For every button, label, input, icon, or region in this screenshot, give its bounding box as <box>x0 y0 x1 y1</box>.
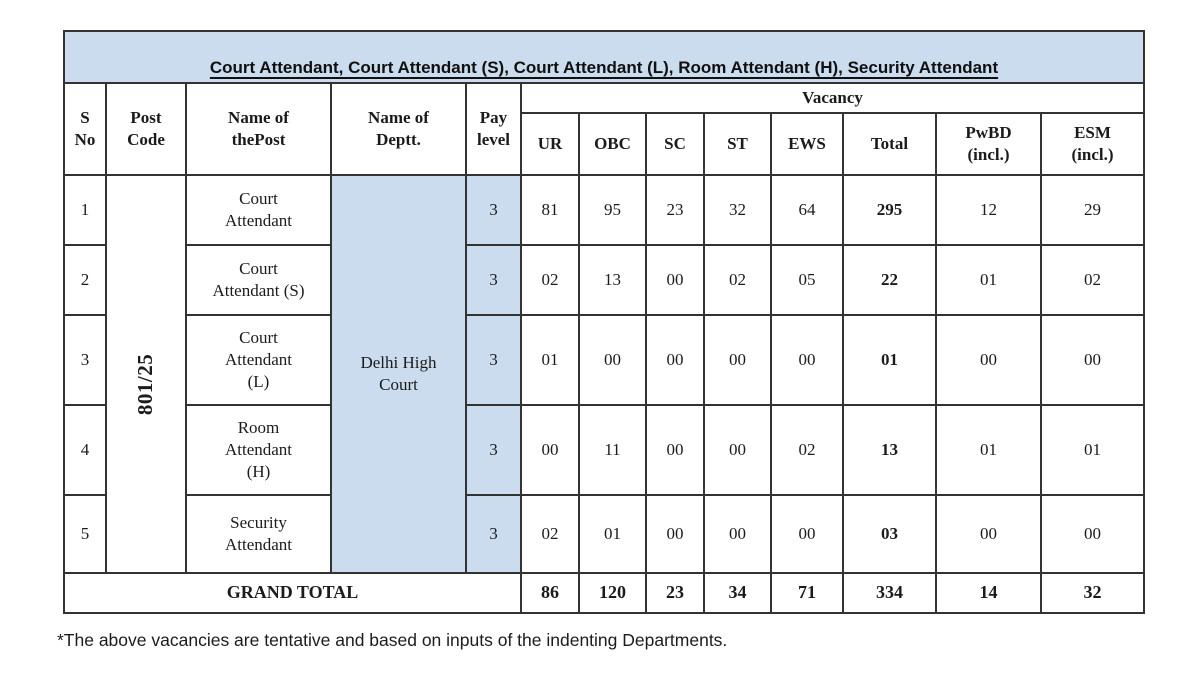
cell-r2-obc: 13 <box>578 244 647 316</box>
cell-r3-obc: 00 <box>578 314 647 406</box>
cell-r5-sc: 00 <box>645 494 705 574</box>
table-row: 1 801/25 Court Attendant Delhi High Cour… <box>63 174 1145 574</box>
cell-r3-ews: 00 <box>770 314 844 406</box>
cell-r1-post-name: Court Attendant <box>185 174 332 246</box>
cell-r2-pay: 3 <box>465 244 522 316</box>
table-row: 2 Court Attendant (S) 3 02 13 00 02 05 2… <box>63 244 1145 316</box>
col-header-pay-level: Pay level <box>465 82 522 176</box>
grand-total-total: 334 <box>842 572 937 614</box>
grand-total-sc: 23 <box>645 572 705 614</box>
cell-r3-s-no: 3 <box>63 314 107 406</box>
cell-r4-pwbd: 01 <box>935 404 1042 496</box>
cell-r1-obc: 95 <box>578 174 647 246</box>
cell-r1-s-no: 1 <box>63 174 107 246</box>
table-row: 4 Room Attendant (H) 3 00 11 00 00 02 13… <box>63 404 1145 496</box>
cell-r2-esm: 02 <box>1040 244 1145 316</box>
cell-r2-s-no: 2 <box>63 244 107 316</box>
cell-r1-pay: 3 <box>465 174 522 246</box>
col-header-s-no: S No <box>63 82 107 176</box>
cell-r2-post-name: Court Attendant (S) <box>185 244 332 316</box>
cell-r4-st: 00 <box>703 404 772 496</box>
table-row: 3 Court Attendant (L) 3 01 00 00 00 00 0… <box>63 314 1145 406</box>
cell-r4-sc: 00 <box>645 404 705 496</box>
grand-total-row: GRAND TOTAL 86 120 23 34 71 334 14 32 <box>63 572 1145 614</box>
cell-r3-pay: 3 <box>465 314 522 406</box>
cell-r3-ur: 01 <box>520 314 580 406</box>
cell-r5-ur: 02 <box>520 494 580 574</box>
col-header-total: Total <box>842 112 937 176</box>
col-header-sc: SC <box>645 112 705 176</box>
col-header-dept-name: Name of Deptt. <box>330 82 467 176</box>
table-title-band: Court Attendant, Court Attendant (S), Co… <box>63 30 1145 84</box>
cell-post-code: 801/25 <box>105 174 187 574</box>
cell-r3-total: 01 <box>842 314 937 406</box>
cell-r5-st: 00 <box>703 494 772 574</box>
post-code-value: 801/25 <box>133 354 158 416</box>
cell-dept-name: Delhi High Court <box>330 174 467 574</box>
cell-r1-ews: 64 <box>770 174 844 246</box>
cell-r4-pay: 3 <box>465 404 522 496</box>
grand-total-ews: 71 <box>770 572 844 614</box>
col-header-obc: OBC <box>578 112 647 176</box>
cell-r3-sc: 00 <box>645 314 705 406</box>
cell-r5-s-no: 5 <box>63 494 107 574</box>
cell-r4-total: 13 <box>842 404 937 496</box>
cell-r5-pwbd: 00 <box>935 494 1042 574</box>
cell-r5-total: 03 <box>842 494 937 574</box>
cell-r2-st: 02 <box>703 244 772 316</box>
cell-r2-pwbd: 01 <box>935 244 1042 316</box>
grand-total-obc: 120 <box>578 572 647 614</box>
cell-r1-sc: 23 <box>645 174 705 246</box>
cell-r5-pay: 3 <box>465 494 522 574</box>
grand-total-st: 34 <box>703 572 772 614</box>
document-page: Court Attendant, Court Attendant (S), Co… <box>57 30 1145 651</box>
cell-r1-esm: 29 <box>1040 174 1145 246</box>
col-header-ur: UR <box>520 112 580 176</box>
table-title: Court Attendant, Court Attendant (S), Co… <box>209 58 999 77</box>
cell-r5-obc: 01 <box>578 494 647 574</box>
cell-r5-ews: 00 <box>770 494 844 574</box>
cell-r1-ur: 81 <box>520 174 580 246</box>
cell-r4-post-name: Room Attendant (H) <box>185 404 332 496</box>
col-header-post-name: Name of thePost <box>185 82 332 176</box>
grand-total-esm: 32 <box>1040 572 1145 614</box>
cell-r3-st: 00 <box>703 314 772 406</box>
col-header-esm: ESM (incl.) <box>1040 112 1145 176</box>
cell-r2-total: 22 <box>842 244 937 316</box>
cell-r4-s-no: 4 <box>63 404 107 496</box>
cell-r1-st: 32 <box>703 174 772 246</box>
col-header-ews: EWS <box>770 112 844 176</box>
table-row: 5 Security Attendant 3 02 01 00 00 00 03… <box>63 494 1145 574</box>
cell-r2-ews: 05 <box>770 244 844 316</box>
cell-r4-esm: 01 <box>1040 404 1145 496</box>
cell-r4-ur: 00 <box>520 404 580 496</box>
footnote: *The above vacancies are tentative and b… <box>57 630 728 650</box>
cell-r3-post-name: Court Attendant (L) <box>185 314 332 406</box>
cell-r3-esm: 00 <box>1040 314 1145 406</box>
cell-r4-ews: 02 <box>770 404 844 496</box>
cell-r2-ur: 02 <box>520 244 580 316</box>
cell-r5-esm: 00 <box>1040 494 1145 574</box>
vacancy-table: Court Attendant, Court Attendant (S), Co… <box>63 30 1145 614</box>
cell-r1-total: 295 <box>842 174 937 246</box>
grand-total-label: GRAND TOTAL <box>63 572 522 614</box>
col-header-vacancy: Vacancy <box>520 82 1145 114</box>
col-header-post-code: Post Code <box>105 82 187 176</box>
cell-r3-pwbd: 00 <box>935 314 1042 406</box>
cell-r2-sc: 00 <box>645 244 705 316</box>
col-header-pwbd: PwBD (incl.) <box>935 112 1042 176</box>
grand-total-pwbd: 14 <box>935 572 1042 614</box>
cell-r1-pwbd: 12 <box>935 174 1042 246</box>
grand-total-ur: 86 <box>520 572 580 614</box>
col-header-st: ST <box>703 112 772 176</box>
cell-r5-post-name: Security Attendant <box>185 494 332 574</box>
cell-r4-obc: 11 <box>578 404 647 496</box>
